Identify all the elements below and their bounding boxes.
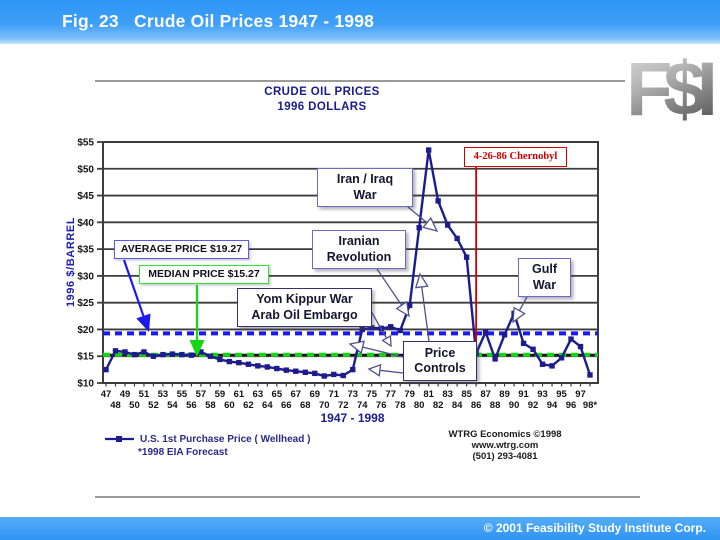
svg-text:76: 76 — [376, 400, 387, 411]
svg-text:48: 48 — [110, 400, 121, 411]
svg-text:49: 49 — [120, 389, 131, 400]
svg-text:64: 64 — [262, 400, 273, 411]
y-axis: $55 $50 $45 $40 $35 $30 $25 $20 $15 $10 — [77, 138, 103, 390]
svg-text:87: 87 — [480, 389, 491, 400]
credit-line-3: (501) 293-4081 — [472, 451, 538, 462]
svg-text:51: 51 — [139, 389, 150, 400]
svg-text:57: 57 — [196, 389, 207, 400]
svg-text:60: 60 — [224, 400, 235, 411]
svg-text:90: 90 — [509, 400, 520, 411]
svg-text:86: 86 — [471, 400, 482, 411]
svg-text:96: 96 — [566, 400, 577, 411]
chart-legend: U.S. 1st Purchase Price ( Wellhead ) *19… — [138, 433, 311, 459]
svg-text:54: 54 — [167, 400, 178, 411]
footer-bar: © 2001 Feasibility Study Institute Corp. — [0, 517, 720, 540]
svg-text:55: 55 — [177, 389, 188, 400]
svg-text:97: 97 — [575, 389, 586, 400]
source-credit: WTRG Economics ©1998 www.wtrg.com (501) … — [425, 429, 585, 462]
svg-text:69: 69 — [309, 389, 320, 400]
credit-line-1: WTRG Economics ©1998 — [448, 429, 562, 440]
svg-text:80: 80 — [414, 400, 425, 411]
svg-text:82: 82 — [433, 400, 444, 411]
svg-text:$55: $55 — [77, 138, 94, 149]
divider-line-bottom — [95, 496, 640, 498]
x-axis: 47 49 51 53 55 57 59 61 63 65 67 69 71 73 75 77 79 81 83 85… — [101, 383, 598, 411]
credit-line-2: www.wtrg.com — [471, 440, 539, 451]
legend-forecast-footnote: *1998 EIA Forecast — [138, 447, 228, 458]
svg-text:77: 77 — [385, 389, 396, 400]
svg-text:88: 88 — [490, 400, 501, 411]
svg-text:71: 71 — [328, 389, 339, 400]
svg-text:$20: $20 — [77, 325, 94, 336]
svg-text:81: 81 — [423, 389, 434, 400]
svg-text:95: 95 — [556, 389, 567, 400]
svg-text:94: 94 — [547, 400, 558, 411]
x-axis-title: 1947 - 1998 — [320, 411, 385, 425]
svg-text:67: 67 — [291, 389, 302, 400]
svg-text:89: 89 — [499, 389, 510, 400]
svg-text:93: 93 — [537, 389, 548, 400]
svg-text:68: 68 — [300, 400, 311, 411]
svg-text:66: 66 — [281, 400, 292, 411]
svg-text:63: 63 — [253, 389, 264, 400]
svg-text:74: 74 — [357, 400, 368, 411]
svg-text:79: 79 — [404, 389, 415, 400]
legend-marker — [105, 436, 134, 442]
svg-text:$25: $25 — [77, 298, 94, 309]
legend-series-label: U.S. 1st Purchase Price ( Wellhead ) — [140, 434, 311, 445]
annotation-median-price: MEDIAN PRICE $15.27 — [139, 265, 269, 284]
slide-title: Fig. 23 Crude Oil Prices 1947 - 1998 — [62, 11, 375, 31]
svg-text:$15: $15 — [77, 352, 94, 363]
annotation-iranian-revolution: Iranian Revolution — [312, 230, 406, 269]
svg-text:$30: $30 — [77, 271, 94, 282]
svg-text:72: 72 — [338, 400, 349, 411]
svg-text:61: 61 — [234, 389, 245, 400]
svg-text:78: 78 — [395, 400, 406, 411]
annotation-average-price: AVERAGE PRICE $19.27 — [114, 240, 249, 259]
svg-text:75: 75 — [366, 389, 377, 400]
chart-subtitle: 1996 DOLLARS — [277, 101, 367, 113]
footer-copyright: © 2001 Feasibility Study Institute Corp. — [483, 521, 706, 535]
svg-text:$45: $45 — [77, 191, 94, 202]
svg-text:50: 50 — [129, 400, 140, 411]
svg-text:73: 73 — [347, 389, 358, 400]
annotation-price-controls: Price Controls — [403, 341, 477, 381]
fsi-logo-text: F$I — [626, 47, 718, 132]
svg-text:59: 59 — [215, 389, 226, 400]
annotation-chernobyl: 4-26-86 Chernobyl — [464, 147, 567, 167]
svg-text:98*: 98* — [583, 400, 598, 411]
svg-text:$50: $50 — [77, 164, 94, 175]
svg-text:70: 70 — [319, 400, 330, 411]
svg-text:47: 47 — [101, 389, 112, 400]
annotation-yom-kippur-embargo: Yom Kippur War Arab Oil Embargo — [237, 288, 372, 327]
annotation-iran-iraq-war: Iran / Iraq War — [317, 168, 413, 207]
svg-text:85: 85 — [461, 389, 472, 400]
fsi-logo: F$I — [625, 48, 719, 134]
svg-text:53: 53 — [158, 389, 169, 400]
svg-text:58: 58 — [205, 400, 216, 411]
annotation-gulf-war: Gulf War — [518, 258, 571, 297]
divider-line-top — [95, 80, 638, 82]
chart-title: CRUDE OIL PRICES — [264, 86, 380, 98]
header-bar: Fig. 23 Crude Oil Prices 1947 - 1998 — [0, 0, 720, 44]
svg-text:92: 92 — [528, 400, 539, 411]
svg-text:83: 83 — [442, 389, 453, 400]
median-pointer-arrow — [189, 285, 205, 357]
svg-text:$10: $10 — [77, 379, 94, 390]
svg-text:65: 65 — [272, 389, 283, 400]
svg-text:$40: $40 — [77, 218, 94, 229]
svg-text:84: 84 — [452, 400, 463, 411]
svg-text:52: 52 — [148, 400, 159, 411]
y-axis-title: 1996 $/BARREL — [65, 216, 77, 308]
svg-text:62: 62 — [243, 400, 254, 411]
svg-text:$35: $35 — [77, 245, 94, 256]
svg-text:91: 91 — [518, 389, 529, 400]
svg-text:56: 56 — [186, 400, 197, 411]
